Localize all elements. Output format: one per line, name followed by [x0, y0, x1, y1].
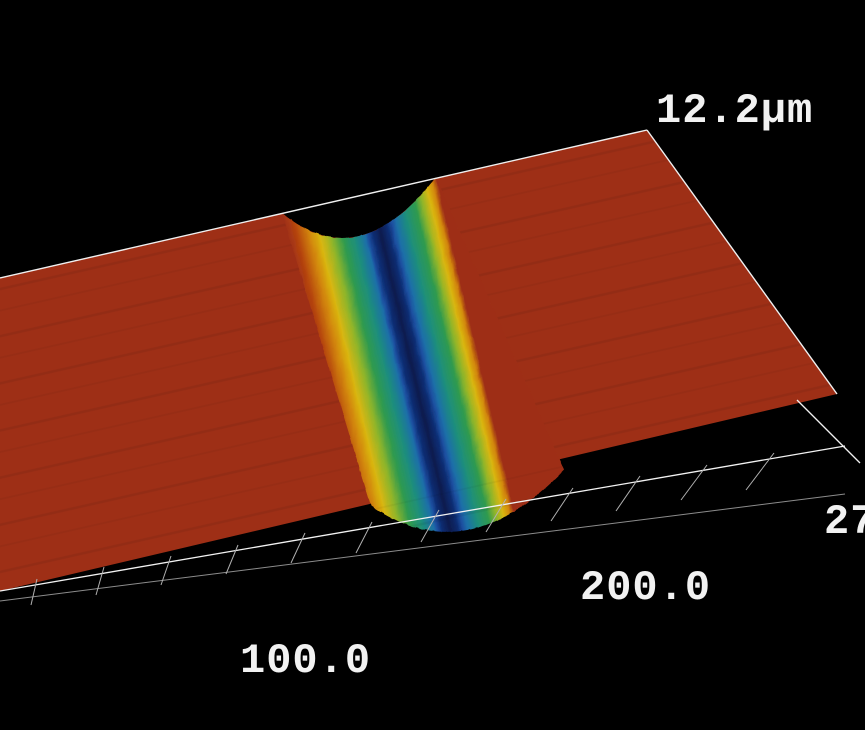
svg-text:200.0: 200.0	[580, 564, 711, 612]
svg-text:100.0: 100.0	[240, 637, 371, 685]
svg-text:12.2µm: 12.2µm	[656, 87, 813, 135]
svg-text:270.0: 270.0	[824, 498, 865, 546]
